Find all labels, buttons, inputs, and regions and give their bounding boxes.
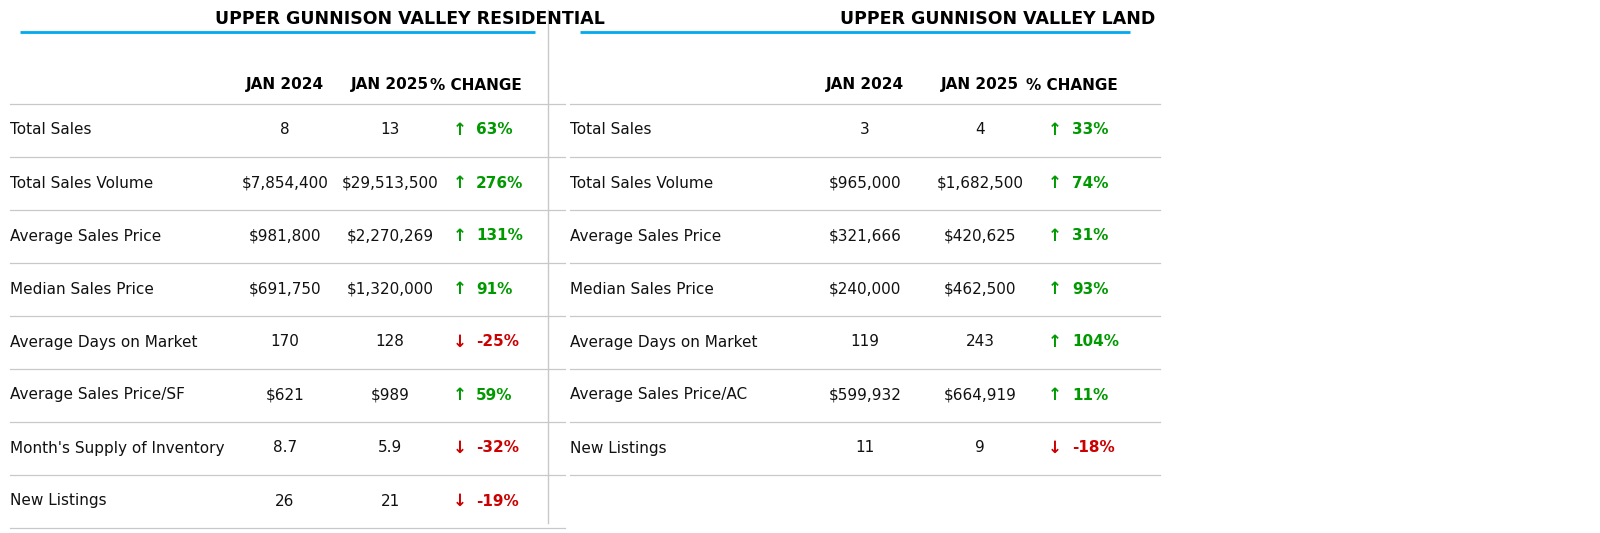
Text: ↑: ↑ (453, 386, 467, 404)
Text: Total Sales Volume: Total Sales Volume (570, 175, 714, 190)
Text: $240,000: $240,000 (829, 281, 901, 296)
Text: -19%: -19% (477, 494, 518, 508)
Text: 5.9: 5.9 (378, 440, 402, 456)
Text: ↓: ↓ (453, 439, 467, 457)
Text: $599,932: $599,932 (829, 387, 901, 402)
Text: 4: 4 (974, 123, 986, 138)
Text: Total Sales: Total Sales (570, 123, 651, 138)
Text: ↑: ↑ (1048, 121, 1062, 139)
Text: 63%: 63% (477, 123, 512, 138)
Text: ↑: ↑ (453, 121, 467, 139)
Text: Average Sales Price: Average Sales Price (10, 229, 162, 244)
Text: ↑: ↑ (1048, 333, 1062, 351)
Text: Average Sales Price: Average Sales Price (570, 229, 722, 244)
Text: Month's Supply of Inventory: Month's Supply of Inventory (10, 440, 224, 456)
Text: 59%: 59% (477, 387, 512, 402)
Text: $965,000: $965,000 (829, 175, 901, 190)
Text: $981,800: $981,800 (248, 229, 322, 244)
Text: $664,919: $664,919 (944, 387, 1016, 402)
Text: Average Days on Market: Average Days on Market (570, 335, 757, 350)
Text: Median Sales Price: Median Sales Price (10, 281, 154, 296)
Text: $462,500: $462,500 (944, 281, 1016, 296)
Text: Total Sales: Total Sales (10, 123, 91, 138)
Text: -18%: -18% (1072, 440, 1115, 456)
Text: 11: 11 (856, 440, 875, 456)
Text: $2,270,269: $2,270,269 (347, 229, 434, 244)
Text: 276%: 276% (477, 175, 523, 190)
Text: 8.7: 8.7 (274, 440, 298, 456)
Text: 9: 9 (974, 440, 986, 456)
Text: UPPER GUNNISON VALLEY LAND: UPPER GUNNISON VALLEY LAND (840, 10, 1155, 28)
Text: UPPER GUNNISON VALLEY RESIDENTIAL: UPPER GUNNISON VALLEY RESIDENTIAL (214, 10, 605, 28)
Text: 119: 119 (851, 335, 880, 350)
Text: 31%: 31% (1072, 229, 1109, 244)
Text: 128: 128 (376, 335, 405, 350)
Text: ↑: ↑ (1048, 280, 1062, 298)
Text: 104%: 104% (1072, 335, 1118, 350)
Text: Average Sales Price/AC: Average Sales Price/AC (570, 387, 747, 402)
Text: % CHANGE: % CHANGE (1026, 77, 1117, 93)
Text: Median Sales Price: Median Sales Price (570, 281, 714, 296)
Text: $29,513,500: $29,513,500 (342, 175, 438, 190)
Text: $1,682,500: $1,682,500 (936, 175, 1024, 190)
Text: 243: 243 (965, 335, 995, 350)
Text: ↑: ↑ (453, 280, 467, 298)
Text: $420,625: $420,625 (944, 229, 1016, 244)
Text: ↑: ↑ (453, 227, 467, 245)
Text: 13: 13 (381, 123, 400, 138)
Text: 91%: 91% (477, 281, 512, 296)
Text: 131%: 131% (477, 229, 523, 244)
Text: JAN 2024: JAN 2024 (826, 77, 904, 93)
Text: $989: $989 (371, 387, 410, 402)
Text: % CHANGE: % CHANGE (430, 77, 522, 93)
Text: New Listings: New Listings (10, 494, 107, 508)
Text: 93%: 93% (1072, 281, 1109, 296)
Text: -32%: -32% (477, 440, 518, 456)
Text: ↑: ↑ (1048, 386, 1062, 404)
Text: 11%: 11% (1072, 387, 1109, 402)
Text: JAN 2025: JAN 2025 (350, 77, 429, 93)
Text: ↑: ↑ (1048, 174, 1062, 192)
Text: $621: $621 (266, 387, 304, 402)
Text: 21: 21 (381, 494, 400, 508)
Text: ↑: ↑ (453, 174, 467, 192)
Text: ↓: ↓ (1048, 439, 1062, 457)
Text: 170: 170 (270, 335, 299, 350)
Text: 74%: 74% (1072, 175, 1109, 190)
Text: $321,666: $321,666 (829, 229, 901, 244)
Text: Average Sales Price/SF: Average Sales Price/SF (10, 387, 186, 402)
Text: 8: 8 (280, 123, 290, 138)
Text: 26: 26 (275, 494, 294, 508)
Text: -25%: -25% (477, 335, 518, 350)
Text: 3: 3 (861, 123, 870, 138)
Text: Total Sales Volume: Total Sales Volume (10, 175, 154, 190)
Text: $7,854,400: $7,854,400 (242, 175, 328, 190)
Text: JAN 2024: JAN 2024 (246, 77, 325, 93)
Text: ↓: ↓ (453, 492, 467, 510)
Text: $691,750: $691,750 (248, 281, 322, 296)
Text: ↑: ↑ (1048, 227, 1062, 245)
Text: ↓: ↓ (453, 333, 467, 351)
Text: JAN 2025: JAN 2025 (941, 77, 1019, 93)
Text: 33%: 33% (1072, 123, 1109, 138)
Text: $1,320,000: $1,320,000 (347, 281, 434, 296)
Text: Average Days on Market: Average Days on Market (10, 335, 197, 350)
Text: New Listings: New Listings (570, 440, 667, 456)
